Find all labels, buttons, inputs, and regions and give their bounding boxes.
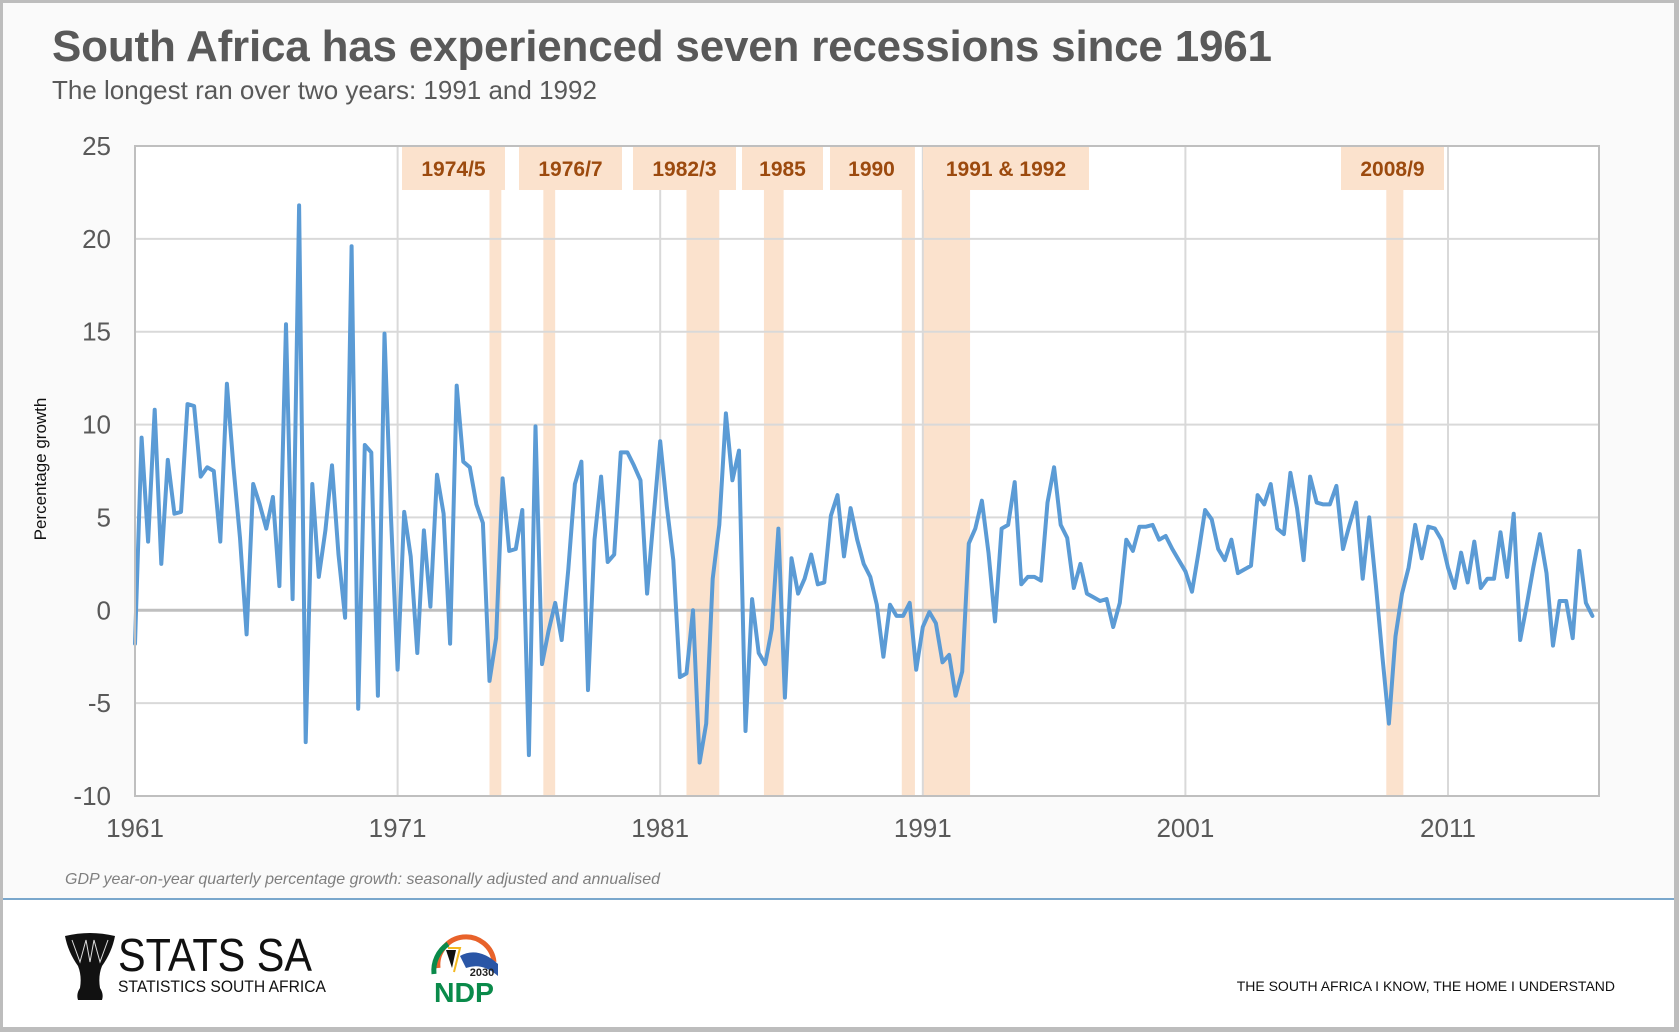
line-chart: 1974/5 1976/7 1982/3 1985 1990 1991 & 1992 200…: [31, 131, 1600, 843]
recession-label: 1991 & 1992: [946, 158, 1066, 181]
recession-band: [763, 146, 784, 796]
recession-label: 1976/7: [538, 158, 602, 181]
recession-band: [686, 146, 720, 796]
recession-band: [901, 146, 915, 796]
chart-title: South Africa has experienced seven reces…: [52, 22, 1272, 71]
recession-label-box: [1341, 147, 1444, 190]
y-tick-label: 10: [82, 410, 111, 440]
recession-label-box: [402, 147, 505, 190]
x-tick-label: 1971: [369, 813, 427, 843]
recession-label: 1985: [759, 158, 806, 181]
stats-sa-full-name: STATISTICS SOUTH AFRICA: [118, 977, 326, 996]
recession-label-box: [633, 147, 736, 190]
ndp-2030-logo-icon: 2030 NDP: [431, 934, 498, 1008]
y-tick-label: 5: [97, 502, 111, 532]
recession-label: 2008/9: [1360, 158, 1424, 181]
recession-label: 1974/5: [421, 158, 486, 181]
y-tick-label: 0: [97, 595, 111, 625]
recession-band: [489, 146, 502, 796]
stats-sa-name: STATS SA: [118, 929, 313, 981]
y-axis-label: Percentage growth: [31, 398, 50, 541]
y-tick-label: -10: [73, 781, 111, 811]
recession-label-box: [519, 147, 622, 190]
footnote: GDP year-on-year quarterly percentage gr…: [65, 871, 661, 888]
footer-divider: [3, 898, 1674, 900]
recession-band: [922, 146, 971, 796]
plot-border: [134, 145, 1600, 797]
recession-band: [543, 146, 556, 796]
x-tick-label: 1991: [894, 813, 952, 843]
ndp-text: NDP: [434, 977, 494, 1008]
ndp-year: 2030: [470, 967, 494, 979]
recession-band: [1386, 146, 1404, 796]
recession-label-box: [742, 147, 823, 190]
y-tick-label: -5: [88, 688, 111, 718]
y-tick-label: 25: [82, 131, 111, 161]
footer: [3, 900, 1674, 1027]
recession-label: 1990: [848, 158, 895, 181]
recession-labels: 1974/5 1976/7 1982/3 1985 1990 1991 & 1992 200…: [402, 147, 1444, 190]
stats-sa-drum-icon: [65, 933, 115, 1000]
recession-label-box: [830, 147, 913, 190]
y-tick-label: 20: [82, 224, 111, 254]
recession-label-box: [923, 147, 1089, 190]
x-tick-label: 2001: [1156, 813, 1214, 843]
x-tick-label: 1981: [631, 813, 689, 843]
x-tick-label: 1961: [106, 813, 164, 843]
tagline: THE SOUTH AFRICA I KNOW, THE HOME I UNDE…: [1236, 978, 1615, 994]
x-tick-label: 2011: [1420, 813, 1476, 843]
y-tick-label: 15: [82, 317, 111, 347]
recession-label: 1982/3: [652, 158, 716, 181]
chart-subtitle: The longest ran over two years: 1991 and…: [52, 75, 597, 105]
series-group: [133, 203, 1595, 765]
